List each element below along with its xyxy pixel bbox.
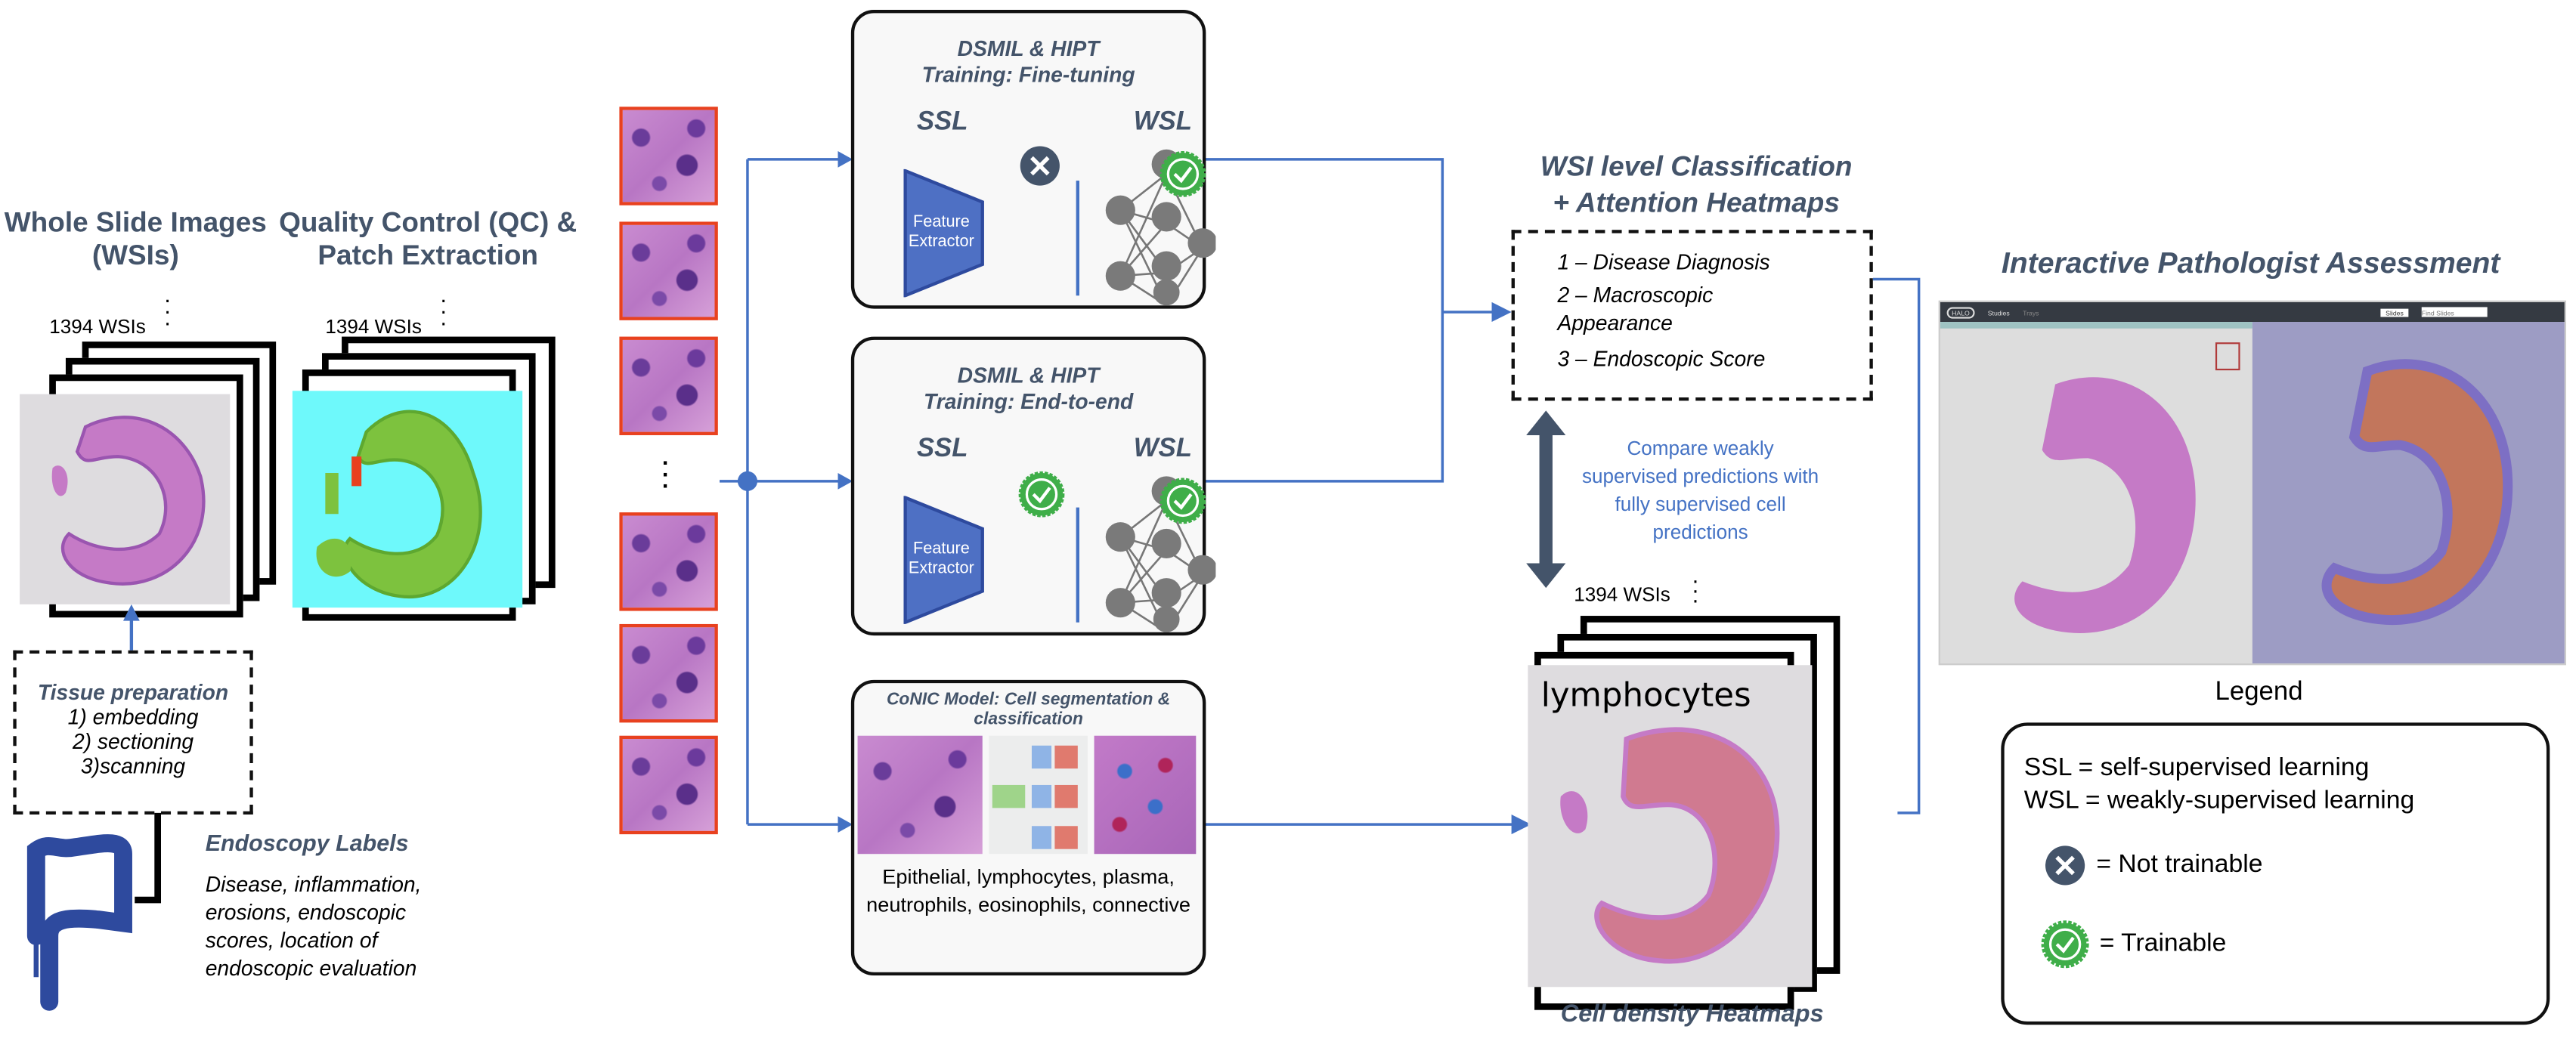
trainable-icon (1160, 150, 1206, 197)
tissue-step: 2) sectioning (72, 729, 194, 754)
ssl-label: SSL (916, 434, 968, 463)
hovernet-architecture-image (989, 735, 1088, 855)
qc-title: Quality Control (QC) & Patch Extraction (279, 206, 577, 271)
wsl-label: WSL (1133, 434, 1192, 463)
density-count: 1394 WSIs (1574, 583, 1670, 607)
feature-extractor-label: Feature Extractor (908, 213, 974, 252)
tissue-preparation-box: Tissue preparation 1) embedding 2) secti… (13, 650, 253, 815)
legend-not-trainable: = Not trainable (2044, 844, 2547, 887)
endtoend-title: DSMIL & HIPT (957, 363, 1100, 388)
neural-network-icon (1105, 149, 1216, 306)
divider (1076, 181, 1079, 296)
slide-panel (2014, 342, 2240, 633)
double-arrow-icon (1526, 410, 1566, 589)
patch-image (619, 336, 718, 435)
trainable-label: = Trainable (2099, 929, 2227, 958)
ellipsis-icon: ... (440, 280, 447, 330)
density-heatmap: lymphocytes (1528, 665, 1813, 988)
qc-count: 1394 WSIs (325, 315, 422, 338)
heatmap-panel (2252, 322, 2565, 664)
legend-ssl: SSL = self-supervised learning (2023, 753, 2370, 782)
patch-image (619, 512, 718, 611)
trainable-icon (2041, 920, 2089, 969)
endoscopy-text: Disease, inflammation, erosions, endosco… (205, 872, 422, 981)
finetune-subtitle: Training: Fine-tuning (921, 62, 1135, 88)
density-title: Cell density Heatmaps (1560, 1000, 1824, 1028)
wsi-count: 1394 WSIs (49, 315, 146, 338)
wsi-title: Whole Slide Images (WSIs) (4, 206, 267, 271)
not-trainable-icon (1020, 146, 1060, 186)
not-trainable-label: = Not trainable (2096, 850, 2263, 879)
patch-image (619, 221, 718, 320)
viewer-tab-bar (1940, 322, 2252, 329)
wsi-thumbnail (20, 394, 231, 604)
finetune-title: DSMIL & HIPT (957, 36, 1100, 61)
finetune-box: DSMIL & HIPT Training: Fine-tuning SSL W… (850, 10, 1216, 309)
tissue-image (51, 416, 206, 586)
classification-subtitle: + Attention Heatmaps (1553, 187, 1840, 219)
nav-studies[interactable]: Studies (1987, 308, 2010, 317)
classification-item: 1 – Disease Diagnosis (1557, 249, 1770, 274)
legend-wsl: WSL = weakly-supervised learning (2023, 787, 2415, 815)
end-to-end-box: DSMIL & HIPT Training: End-to-end SSL WS… (850, 336, 1216, 636)
tissue-step: 1) embedding (67, 704, 199, 730)
compare-text: Compare weakly supervised predictions wi… (1581, 437, 1819, 544)
assessment-title: Interactive Pathologist Assessment (2001, 246, 2500, 280)
viewer-toolbar: HALO Studies Trays Slides (1940, 301, 2565, 323)
endtoend-subtitle: Training: End-to-end (923, 389, 1134, 414)
classification-item: 3 – Endoscopic Score (1557, 346, 1766, 372)
feature-extractor-shape (903, 496, 984, 624)
cell-types: Epithelial, lymphocytes, plasma, neutrop… (866, 865, 1191, 917)
input-histology-image (857, 735, 983, 855)
legend-box: SSL = self-supervised learning WSL = wea… (2001, 722, 2550, 1025)
qc-mask (292, 391, 523, 608)
not-trainable-icon (2045, 845, 2085, 886)
tissue-title: Tissue preparation (37, 679, 229, 705)
trainable-icon (1018, 471, 1065, 518)
branch-node (737, 471, 757, 491)
classification-box: 1 – Disease Diagnosis 2 – Macroscopic Ap… (1511, 230, 1873, 401)
segmented-output-image (1094, 735, 1197, 855)
arrow-up-icon (123, 604, 140, 654)
patch-image (619, 623, 718, 723)
tissue-step: 3)scanning (80, 753, 186, 779)
halo-logo: HALO (1946, 306, 1975, 318)
legend-title: Legend (2215, 678, 2303, 706)
classification-title: WSI level Classification (1540, 150, 1853, 183)
nav-trays[interactable]: Trays (2023, 308, 2039, 317)
density-overlay-label: lymphocytes (1540, 675, 1751, 715)
search-input[interactable] (2421, 307, 2488, 317)
classification-item: 2 – Macroscopic Appearance (1557, 282, 1714, 335)
conic-box: CoNIC Model: Cell segmentation & classif… (850, 679, 1206, 976)
search-scope[interactable]: Slides (2380, 308, 2409, 317)
legend-trainable: = Trainable (2040, 920, 2546, 969)
wsl-label: WSL (1133, 108, 1192, 137)
qc-mask-image (316, 410, 482, 599)
halo-viewer-screenshot: HALO Studies Trays Slides (1938, 300, 2567, 666)
patch-image (619, 735, 718, 835)
conic-title: CoNIC Model: Cell segmentation & classif… (886, 689, 1171, 730)
ellipsis-icon: ... (661, 443, 669, 493)
colon-icon (26, 812, 162, 1011)
divider (1076, 507, 1079, 623)
patch-image (619, 107, 718, 206)
feature-extractor-shape (903, 168, 984, 298)
heatmap-image (1560, 727, 1780, 964)
neural-network-icon (1105, 476, 1216, 632)
feature-extractor-label: Feature Extractor (908, 540, 974, 579)
endoscopy-title: Endoscopy Labels (205, 829, 409, 856)
ssl-label: SSL (916, 108, 968, 137)
ellipsis-icon: ... (164, 280, 171, 330)
trainable-icon (1160, 478, 1206, 524)
ellipsis-icon: ... (1692, 561, 1699, 608)
